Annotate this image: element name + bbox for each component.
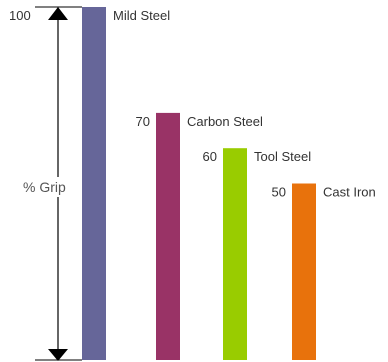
value-label-tool-steel: 60 — [203, 149, 217, 164]
category-label-tool-steel: Tool Steel — [254, 149, 311, 164]
y-axis-label: % Grip — [23, 179, 66, 195]
bar-mild-steel — [82, 7, 106, 360]
bar-carbon-steel — [156, 112, 180, 361]
category-label-carbon-steel: Carbon Steel — [187, 114, 263, 129]
category-label-mild-steel: Mild Steel — [113, 8, 170, 23]
y-axis: 100 % Grip — [9, 6, 98, 361]
category-label-cast-iron: Cast Iron — [323, 185, 376, 200]
bar-tool-steel — [223, 148, 247, 360]
bars: Mild Steel Carbon Steel 70 Tool Steel 60 Cast… — [82, 7, 376, 361]
y-axis-label-bg — [18, 177, 98, 197]
y-axis-arrow-up — [48, 7, 68, 20]
value-label-carbon-steel: 70 — [136, 114, 150, 129]
bar-cast-iron — [292, 183, 316, 360]
y-axis-arrow-down — [48, 349, 68, 361]
y-axis-top-label: 100 — [9, 8, 31, 23]
value-label-cast-iron: 50 — [272, 185, 286, 200]
